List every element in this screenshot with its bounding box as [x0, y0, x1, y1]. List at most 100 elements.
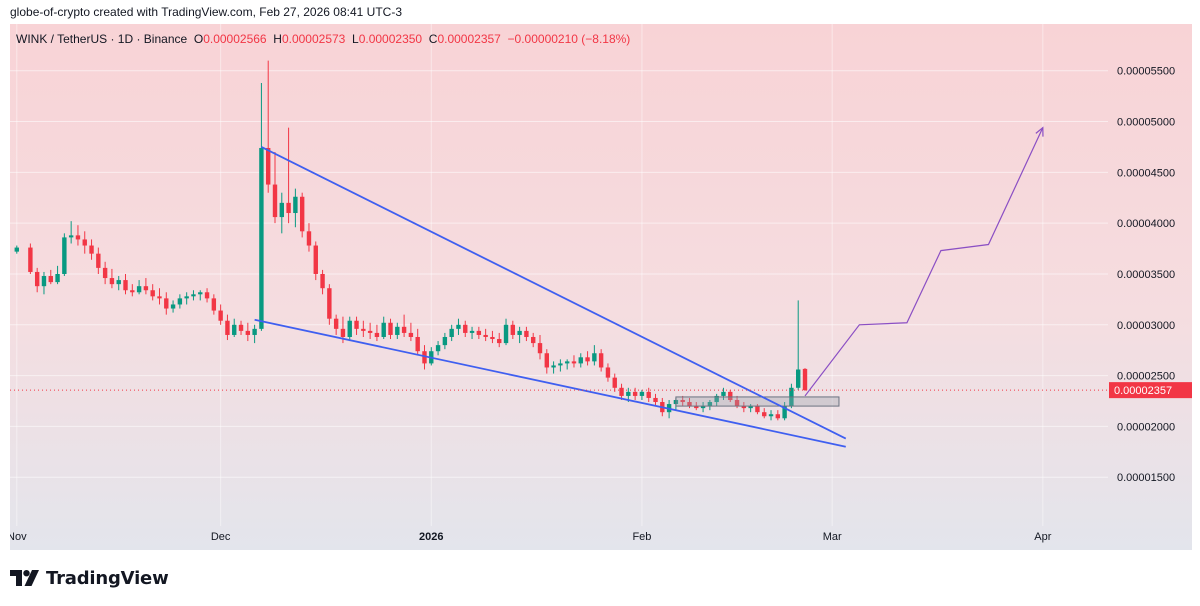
price-tick-label: 0.00002500 [1117, 371, 1175, 383]
candle-body [796, 369, 801, 388]
time-tick-label: Dec [211, 531, 231, 543]
candle-body [150, 290, 155, 297]
candle-body [435, 345, 441, 352]
candle-body [340, 328, 346, 337]
candle-body [347, 320, 352, 337]
candle-body [313, 245, 318, 274]
candle-body [68, 235, 74, 238]
ohlc-legend: WINK / TetherUS · 1D · Binance O0.000025… [16, 32, 630, 46]
candle-body [551, 365, 556, 368]
candlestick-chart[interactable]: 0.00001500 0.00002000 0.00002500 0.00003000… [10, 24, 1192, 550]
candle-body [177, 298, 183, 305]
tradingview-logo-text: TradingView [46, 567, 169, 589]
price-tick-label: 0.00002000 [1117, 421, 1175, 433]
candle-body [694, 406, 699, 409]
candle-body [75, 235, 81, 240]
candle-body [41, 276, 47, 287]
candle-body [422, 351, 427, 364]
candle-body [707, 402, 713, 407]
trend-line [254, 318, 846, 448]
candle-body [592, 353, 597, 362]
open-label: O [193, 32, 204, 46]
candle-body [123, 280, 128, 291]
candle-body [483, 334, 488, 337]
candle-body [62, 237, 67, 274]
grid-lines [10, 24, 1108, 526]
last-price-label: 0.00002357 [1114, 385, 1172, 397]
candle-body [395, 326, 400, 335]
projection-path [804, 127, 1044, 397]
candle-body [381, 322, 386, 337]
candle-body [578, 357, 583, 364]
candle-body [116, 280, 121, 285]
candle-body [503, 324, 509, 344]
candle-body [320, 273, 325, 289]
candle-body [605, 367, 611, 378]
candle-body [225, 320, 230, 335]
candle-body [361, 328, 366, 331]
candle-body [544, 353, 549, 368]
candle-body [463, 324, 468, 333]
candle-body [449, 328, 454, 337]
candle-body [299, 196, 305, 232]
price-tick-label: 0.00005500 [1117, 66, 1175, 78]
candle-body [293, 196, 298, 214]
candle-body [639, 391, 645, 396]
time-tick-label: 2026 [419, 531, 443, 543]
candle-body [191, 294, 196, 297]
candle-body [564, 361, 570, 364]
candle-body [755, 406, 760, 413]
candle-body [680, 399, 685, 403]
candle-body [259, 147, 264, 329]
candle-body [130, 290, 135, 293]
low-value: 0.00002350 [358, 32, 423, 46]
candle-body [232, 324, 237, 335]
high-label: H [273, 32, 282, 46]
candle-body [469, 330, 475, 333]
candle-body [204, 292, 210, 299]
candle-body [89, 245, 94, 254]
candle-body [109, 278, 115, 285]
candle-body [721, 391, 726, 396]
candle-body [170, 304, 176, 309]
candle-body [476, 330, 482, 335]
candle-body [55, 273, 60, 283]
price-tick-label: 0.00001500 [1117, 472, 1175, 484]
time-tick-label: Nov [10, 531, 27, 543]
candle-body [34, 271, 40, 287]
candle-body [653, 397, 658, 403]
candle-body [157, 296, 162, 299]
time-axis[interactable]: Nov Dec 2026 Feb Mar Apr [10, 531, 1052, 543]
candle-body [415, 336, 420, 352]
candle-body [531, 336, 536, 344]
consolidation-box [675, 396, 840, 407]
candle-body [184, 296, 189, 299]
candle-body [82, 239, 87, 246]
candle-body [598, 353, 604, 368]
candle-body [571, 361, 577, 364]
candle-body [585, 357, 590, 362]
close-label: C [428, 32, 438, 46]
candle-body [218, 310, 223, 321]
candle-body [245, 330, 251, 335]
candle-body [802, 368, 808, 391]
tradingview-logo[interactable]: TradingView [10, 566, 169, 590]
candle-body [775, 414, 781, 419]
trend-line [261, 146, 847, 440]
candle-body [286, 202, 291, 214]
candle-body [306, 231, 312, 246]
candle-body [136, 286, 142, 293]
candle-body [490, 336, 495, 340]
candle-body [497, 339, 502, 344]
candle-body [327, 288, 332, 319]
candle-body [700, 406, 706, 409]
candle-body [714, 395, 719, 403]
close-value: 0.00002357 [437, 32, 501, 46]
candle-body [619, 387, 624, 396]
chart-area[interactable]: 0.00001500 0.00002000 0.00002500 0.00003000… [10, 24, 1192, 550]
chart-background [10, 24, 1192, 550]
candle-body [367, 330, 373, 333]
candle-body [211, 298, 217, 311]
price-axis[interactable]: 0.00001500 0.00002000 0.00002500 0.00003000… [1109, 66, 1192, 484]
time-tick-label: Feb [632, 531, 651, 543]
